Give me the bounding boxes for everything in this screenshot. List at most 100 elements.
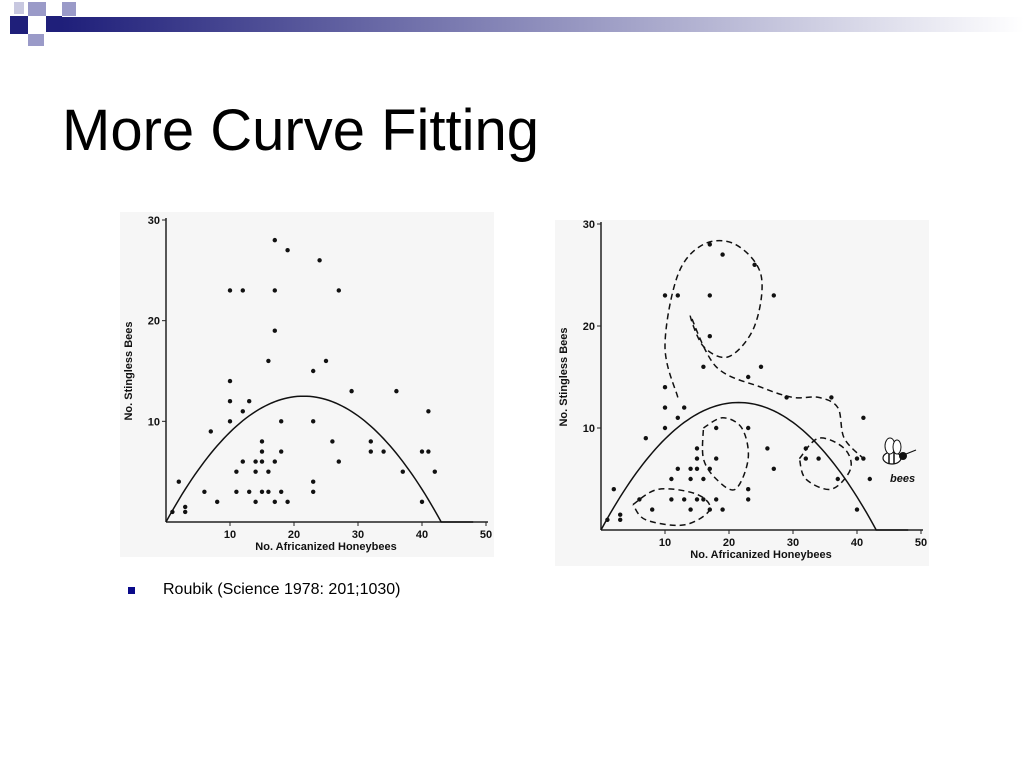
y-axis-title: No. Stingless Bees [558, 327, 570, 426]
data-point [208, 429, 213, 434]
data-point [285, 499, 290, 505]
scatter-plot-right: 10 20 30 40 50 10 20 30 No. Africanized Honeybee… [555, 219, 929, 566]
data-point [861, 415, 866, 420]
data-point [240, 288, 245, 293]
data-point [272, 328, 277, 333]
data-point [688, 466, 693, 471]
data-point [432, 469, 437, 474]
y-tick-label: 30 [148, 215, 160, 227]
slide-title: More Curve Fitting [62, 98, 540, 163]
data-point [662, 405, 668, 410]
data-point [266, 489, 271, 494]
data-point [272, 237, 277, 243]
data-point [419, 449, 425, 454]
data-point [720, 507, 725, 512]
data-point [867, 476, 872, 482]
data-point [714, 456, 719, 461]
data-point [202, 489, 207, 494]
data-point [311, 419, 316, 424]
data-point [176, 479, 181, 484]
data-point [765, 446, 770, 451]
data-point [829, 395, 834, 400]
data-point [637, 497, 642, 502]
data-point [675, 415, 680, 420]
data-point [272, 499, 277, 505]
data-point [247, 489, 252, 494]
x-tick-label: 20 [723, 537, 735, 549]
data-point [311, 368, 316, 374]
data-point [247, 399, 252, 404]
x-axis-title: No. Africanized Honeybees [255, 541, 396, 553]
data-point [419, 499, 425, 505]
data-point [323, 358, 329, 364]
fitted-curve [165, 395, 474, 523]
data-point [183, 504, 188, 510]
bee-antenna-icon [905, 449, 917, 455]
y-tick-label: 20 [583, 321, 595, 333]
data-point [675, 293, 680, 298]
bee-wing-icon [892, 439, 902, 455]
data-point [816, 456, 821, 461]
y-tick-label: 30 [583, 219, 595, 231]
data-point [349, 388, 354, 394]
data-point [662, 293, 668, 298]
deco-square-1 [10, 16, 28, 34]
data-point [330, 439, 335, 444]
data-point [694, 446, 700, 451]
x-tick-label: 30 [787, 537, 799, 549]
header-decoration [10, 2, 1024, 46]
data-point [682, 405, 687, 410]
data-point [714, 497, 719, 502]
data-point [368, 439, 373, 444]
data-point [835, 476, 840, 482]
deco-square-4 [28, 34, 44, 46]
data-point [368, 449, 373, 454]
data-point [707, 293, 712, 298]
deco-square-3 [46, 16, 62, 32]
data-point [682, 497, 687, 502]
data-point [259, 459, 265, 464]
bullet-item: Roubik (Science 1978: 201;1030) [128, 580, 401, 600]
x-tick-label: 10 [659, 537, 671, 549]
data-point [643, 436, 648, 441]
data-point [253, 499, 258, 505]
data-point [694, 456, 700, 461]
data-point [854, 507, 860, 512]
data-point [669, 497, 674, 502]
x-tick-label: 50 [480, 529, 492, 541]
data-point [714, 425, 719, 431]
data-point [240, 459, 245, 464]
data-point [234, 469, 239, 474]
data-point [227, 288, 233, 293]
x-tick-label: 30 [352, 529, 364, 541]
data-point [253, 459, 258, 464]
data-point [227, 399, 233, 404]
header-rule [62, 17, 1024, 32]
data-point [266, 358, 271, 364]
fitted-curve [600, 401, 909, 531]
data-point [253, 469, 258, 474]
data-point [771, 466, 776, 471]
data-point [336, 288, 341, 293]
y-tick-label: 20 [148, 316, 160, 328]
data-point [720, 252, 725, 257]
data-point [694, 466, 700, 471]
citation-text: Roubik (Science 1978: 201;1030) [163, 581, 401, 598]
data-point [272, 459, 277, 464]
data-point [618, 517, 623, 522]
data-point [752, 262, 757, 267]
data-point [381, 449, 386, 454]
bee-flight-path [701, 417, 750, 491]
data-point [771, 293, 776, 298]
data-point [279, 449, 284, 454]
data-point [707, 334, 712, 339]
deco-square-2 [28, 2, 46, 16]
data-point [611, 487, 616, 492]
y-tick-label: 10 [583, 423, 595, 435]
bee-flight-path [632, 488, 711, 527]
data-point [272, 288, 277, 293]
data-point [279, 419, 284, 424]
data-point [259, 489, 265, 494]
